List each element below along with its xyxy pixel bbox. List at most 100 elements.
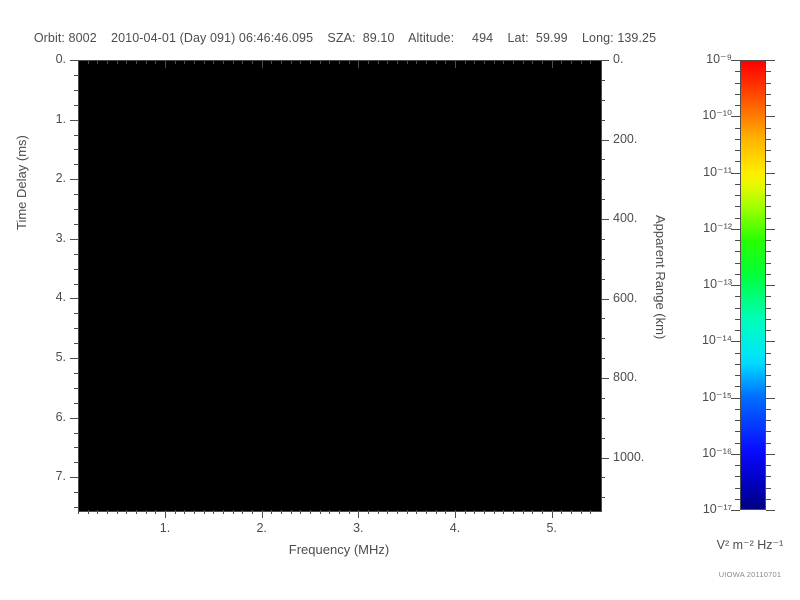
axis-tick	[523, 510, 524, 514]
colorbar-minor-tick	[735, 128, 740, 129]
colorbar-major-tick	[731, 116, 740, 117]
colorbar-minor-tick	[735, 443, 740, 444]
x-tick-label-4: 4.	[449, 521, 461, 535]
axis-tick	[281, 60, 282, 64]
colorbar-minor-tick	[735, 105, 740, 106]
colorbar-minor-tick	[735, 330, 740, 331]
colorbar-tick-label-8: 10⁻¹⁷	[702, 502, 732, 516]
y-right-tick-label-3: 600.	[613, 290, 638, 305]
colorbar-minor-tick	[735, 263, 740, 264]
axis-tick	[74, 313, 78, 314]
y-axis-right-title: Apparent Range (km)	[653, 215, 668, 340]
y-axis-left-title: Time Delay (ms)	[14, 135, 29, 230]
colorbar-major-tick	[731, 60, 740, 61]
colorbar-minor-tick	[735, 420, 740, 421]
colorbar-minor-tick	[766, 94, 771, 95]
colorbar-minor-tick	[735, 296, 740, 297]
axis-tick	[601, 100, 605, 101]
axis-tick	[74, 403, 78, 404]
axis-tick	[262, 510, 263, 518]
axis-tick	[74, 284, 78, 285]
x-tick-label-1: 1.	[159, 521, 171, 535]
axis-tick	[74, 164, 78, 165]
axis-tick	[445, 510, 446, 514]
axis-tick	[426, 510, 427, 514]
colorbar-minor-tick	[735, 71, 740, 72]
axis-tick	[70, 179, 78, 180]
axis-tick	[601, 279, 605, 280]
axis-tick	[474, 60, 475, 64]
colorbar-minor-tick	[766, 206, 771, 207]
axis-tick	[387, 510, 388, 514]
header-text: Orbit: 8002 2010-04-01 (Day 091) 06:46:4…	[33, 31, 657, 45]
axis-tick	[310, 510, 311, 514]
axis-tick	[74, 269, 78, 270]
colorbar-minor-tick	[766, 364, 771, 365]
axis-tick	[601, 458, 609, 459]
y-left-tick-label-6: 6.	[55, 409, 66, 424]
axis-tick	[601, 358, 605, 359]
axis-tick	[146, 510, 147, 514]
y-left-tick-label-5: 5.	[55, 350, 66, 364]
axis-tick	[358, 510, 359, 518]
axis-tick	[74, 194, 78, 195]
axis-tick	[503, 60, 504, 64]
axis-tick	[601, 140, 609, 141]
colorbar-minor-tick	[766, 308, 771, 309]
axis-tick	[484, 510, 485, 514]
axis-tick	[601, 120, 605, 121]
colorbar-minor-tick	[766, 195, 771, 196]
x-tick-label-3: 3.	[353, 521, 364, 535]
axis-tick	[601, 338, 605, 339]
axis-tick	[349, 510, 350, 514]
axis-tick	[329, 60, 330, 64]
axis-tick	[300, 60, 301, 64]
axis-tick	[242, 510, 243, 514]
axis-tick	[601, 239, 605, 240]
colorbar-minor-tick	[735, 83, 740, 84]
axis-tick	[601, 378, 609, 379]
axis-tick	[291, 60, 292, 64]
colorbar-minor-tick	[766, 488, 771, 489]
axis-tick	[74, 254, 78, 255]
axis-tick	[155, 510, 156, 514]
axis-tick	[581, 510, 582, 514]
colorbar-units-label: V² m⁻² Hz⁻¹	[716, 538, 784, 552]
axis-tick	[233, 60, 234, 64]
colorbar-minor-tick	[735, 353, 740, 354]
colorbar-major-tick	[766, 173, 775, 174]
axis-tick	[426, 60, 427, 64]
axis-tick	[329, 510, 330, 514]
colorbar-major-tick	[731, 173, 740, 174]
axis-tick	[107, 60, 108, 64]
axis-tick	[513, 60, 514, 64]
axis-tick	[175, 510, 176, 514]
axis-tick	[74, 373, 78, 374]
axis-tick	[70, 298, 78, 299]
axis-tick	[532, 60, 533, 64]
colorbar-tick-label-5: 10⁻¹⁴	[701, 333, 732, 347]
axis-tick	[136, 510, 137, 514]
axis-tick	[339, 60, 340, 64]
axis-tick	[349, 60, 350, 64]
axis-tick	[281, 510, 282, 514]
y-right-tick-label-5: 1000.	[613, 449, 645, 464]
axis-tick	[74, 507, 78, 508]
colorbar-minor-tick	[735, 161, 740, 162]
colorbar-minor-tick	[766, 105, 771, 106]
axis-tick	[601, 259, 605, 260]
axis-tick	[74, 105, 78, 106]
y-left-tick-label-7: 7.	[55, 469, 66, 484]
colorbar-minor-tick	[766, 161, 771, 162]
axis-tick	[126, 60, 127, 64]
colorbar-minor-tick	[735, 431, 740, 432]
y-left-tick-label-4: 4.	[55, 290, 66, 305]
credit-label: UIOWA 20110701	[718, 570, 782, 579]
axis-tick	[300, 510, 301, 514]
colorbar-minor-tick	[735, 184, 740, 185]
axis-tick	[74, 90, 78, 91]
axis-tick	[74, 462, 78, 463]
axis-tick	[590, 510, 591, 514]
colorbar-major-tick	[766, 454, 775, 455]
axis-tick	[494, 510, 495, 514]
